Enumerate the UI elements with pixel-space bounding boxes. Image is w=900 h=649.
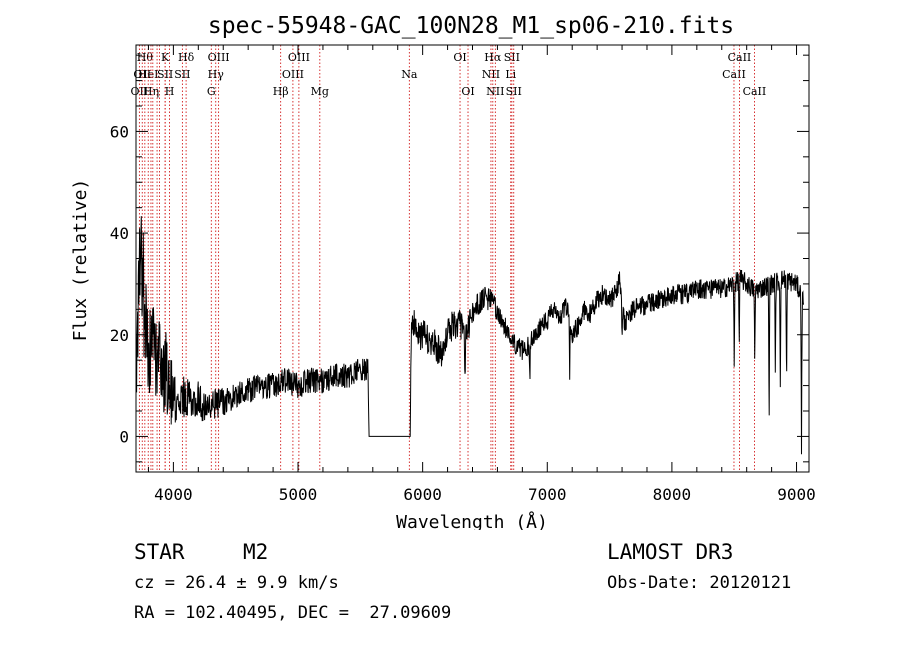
x-axis-label: Wavelength (Å) [396, 511, 548, 530]
object-subclass: M2 [243, 540, 269, 564]
spectrum-plot: spec-55948-GAC_100N28_M1_sp06-210.fits O… [70, 13, 816, 530]
line-marker-label-19: Mg [311, 85, 329, 98]
line-marker-label-15: OIII [208, 51, 230, 64]
y-tick-label-1: 20 [110, 326, 129, 345]
y-tick-label-0: 0 [119, 427, 129, 446]
spectrum-series [135, 216, 804, 455]
line-marker-label-13: G [207, 85, 216, 98]
line-marker-label-21: OI [453, 51, 466, 64]
x-tick-label-5: 9000 [777, 485, 816, 504]
y-tick-label-3: 60 [110, 122, 129, 141]
line-marker-label-26: Li [505, 68, 516, 81]
line-marker-label-24: Hα [484, 51, 502, 64]
line-marker-label-1: OII [133, 68, 151, 81]
line-marker-label-12: SII [174, 68, 190, 81]
x-tick-label-4: 8000 [653, 485, 692, 504]
line-marker-label-30: CaII [728, 51, 752, 64]
survey-label: LAMOST DR3 [607, 540, 734, 564]
observation-date: Obs-Date: 20120121 [607, 573, 792, 593]
line-marker-label-11: Hδ [178, 51, 195, 64]
redshift-line: cz = 26.4 ± 9.9 km/s [134, 573, 339, 593]
line-marker-label-20: Na [401, 68, 418, 81]
line-marker-label-29: CaII [722, 68, 746, 81]
line-marker-label-2: Hθ [137, 51, 154, 64]
object-class: STAR [134, 540, 185, 564]
x-tick-label-1: 5000 [279, 485, 318, 504]
spectrum-line [135, 216, 804, 455]
line-marker-label-23: NII [482, 68, 500, 81]
chart-title: spec-55948-GAC_100N28_M1_sp06-210.fits [208, 13, 734, 39]
plot-frame [135, 44, 810, 473]
line-marker-label-4: Hη [143, 85, 159, 98]
line-marker-label-25: NII [486, 85, 504, 98]
y-tick-label-2: 40 [110, 224, 129, 243]
line-marker-label-14: Hγ [208, 68, 225, 81]
line-marker-label-9: SII [157, 68, 173, 81]
axes-group: 4000 5000 6000 7000 8000 9000 0 20 40 60 [110, 45, 816, 504]
line-marker-label-8: K [161, 51, 170, 64]
line-marker-label-27: SII [504, 51, 520, 64]
line-marker-label-17: OIII [282, 68, 304, 81]
x-tick-label-2: 6000 [403, 485, 442, 504]
line-marker-label-28: SII [506, 85, 522, 98]
line-marker-label-31: CaII [743, 85, 767, 98]
line-marker-label-18: OIII [288, 51, 310, 64]
line-markers-group: OII OII Hθ HeI Hη K SII H Hδ SII G Hγ OIII Hβ OIII OIII… [131, 45, 767, 472]
line-marker-label-10: H [165, 85, 175, 98]
y-axis-label: Flux (relative) [70, 179, 91, 342]
line-marker-label-16: Hβ [273, 85, 289, 98]
line-marker-label-0: OII [131, 85, 149, 98]
line-marker-label-22: OI [461, 85, 474, 98]
coordinates-line: RA = 102.40495, DEC = 27.09609 [134, 603, 452, 623]
x-tick-label-3: 7000 [528, 485, 567, 504]
line-marker-label-3: HeI [138, 68, 158, 81]
x-tick-label-0: 4000 [154, 485, 193, 504]
